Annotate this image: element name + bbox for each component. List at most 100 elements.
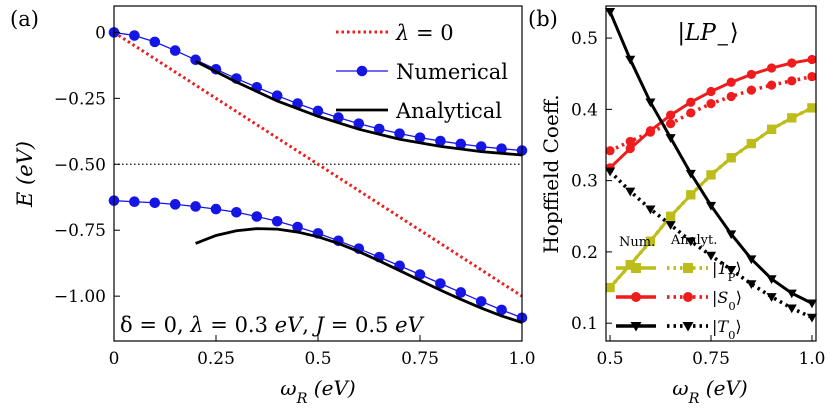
x-tick-label: 0.75	[692, 349, 730, 369]
data-point	[353, 118, 365, 129]
legend-label-0-part: λ	[395, 21, 409, 45]
data-point	[726, 153, 736, 163]
y-tick-label: −1.00	[54, 287, 106, 307]
legend-ket-0-part: 1	[717, 259, 727, 278]
legend-header-num: Num.	[619, 235, 655, 250]
x-tick-label: 0.75	[401, 349, 439, 369]
data-point	[414, 269, 426, 280]
data-point	[746, 69, 756, 80]
legend-marker-analyt	[683, 292, 693, 302]
annotation-part: = 0.3	[204, 313, 275, 337]
legend-marker-num	[630, 322, 642, 332]
annotation-part: = 0.5	[324, 313, 395, 337]
legend-header-analyt-part: Analyt.	[670, 233, 717, 248]
legend-ket-1-part: S	[717, 288, 728, 307]
data-point	[312, 105, 324, 117]
legend-ket-0-part: P	[728, 270, 736, 284]
annotation-part: eV	[395, 313, 424, 337]
legend-ket-1-part: ⟩	[736, 288, 742, 307]
data-point	[746, 138, 756, 149]
y-axis-label: Hopffield Coeff.	[539, 94, 563, 253]
chart-title-part: −	[716, 35, 730, 54]
data-point	[746, 280, 757, 290]
data-point	[807, 54, 817, 65]
legend-ket-2-part: ⟩	[735, 317, 741, 336]
data-point	[414, 132, 426, 143]
y-tick-label: 0.2	[571, 243, 598, 263]
legend-ket-0-part: ⟩	[735, 259, 741, 278]
x-axis-label-part: R	[296, 391, 308, 407]
data-point	[766, 80, 777, 90]
chart-title-part: LP	[684, 20, 716, 46]
panel-b: 0.5 0.75 1.00.10.20.30.40.5(b)|LP−⟩ωR (eV)…	[528, 5, 825, 407]
data-point	[766, 63, 777, 73]
annotation: δ = 0, λ = 0.3 eV, J = 0.5 eV	[120, 313, 424, 337]
x-axis-label-part: (eV)	[307, 376, 355, 400]
panel-label: (a)	[10, 7, 39, 31]
panel-a: 0 0.25 0.5 0.75 1.0 0 −0.25 −0.50 −0.75 −1.00 (a) ω…	[10, 5, 536, 407]
annotation-part: ,	[302, 313, 315, 337]
data-point	[807, 71, 817, 82]
data-point	[686, 190, 696, 200]
legend-ket-2-part: |	[712, 317, 717, 336]
legend-label-1: Numerical	[396, 60, 508, 84]
data-point	[787, 76, 797, 86]
annotation-part: δ = 0,	[120, 313, 190, 337]
data-point	[455, 138, 467, 150]
annotation-part: eV	[275, 313, 304, 337]
data-point	[645, 127, 656, 137]
legend-header-num-part: Num.	[619, 235, 655, 250]
x-tick-label: 0.5	[597, 349, 624, 369]
data-point	[604, 167, 616, 177]
data-point	[706, 170, 716, 180]
data-point	[685, 169, 696, 179]
data-point	[373, 123, 385, 135]
legend-label-2: Analytical	[395, 99, 502, 123]
legend-marker	[356, 65, 368, 77]
data-point	[190, 201, 201, 212]
y-axis-label-part: (eV)	[13, 141, 37, 185]
y-tick-label: 0	[95, 23, 106, 43]
data-point	[604, 8, 616, 17]
y-tick-label: −0.50	[54, 155, 106, 175]
y-tick-label: −0.25	[54, 89, 106, 109]
x-tick-label: 1.0	[508, 349, 535, 369]
x-axis-label-part: (eV)	[699, 376, 747, 400]
series-line-2	[609, 57, 813, 169]
data-point	[686, 97, 696, 107]
data-point	[766, 293, 777, 302]
data-point	[625, 143, 635, 154]
annotation-part: J	[312, 313, 326, 337]
legend-label-0-part: = 0	[409, 21, 453, 45]
data-point	[645, 205, 656, 215]
x-axis-label-part: ω	[672, 376, 688, 400]
data-point	[496, 143, 507, 155]
data-point	[394, 128, 405, 139]
data-point	[666, 110, 676, 120]
data-point	[787, 113, 797, 123]
y-tick-label: 0.3	[571, 172, 598, 192]
data-point	[129, 196, 140, 208]
annotation-part: λ	[189, 313, 203, 337]
y-tick-label: −0.75	[54, 221, 106, 241]
x-tick-label: 0.5	[304, 349, 331, 369]
data-point	[210, 203, 222, 215]
data-point	[766, 124, 777, 134]
data-point	[625, 260, 635, 270]
series-line-0	[113, 31, 523, 298]
data-point	[435, 135, 446, 147]
data-point	[271, 215, 283, 227]
legend-marker-analyt	[683, 263, 693, 273]
data-point	[333, 112, 344, 123]
data-point	[625, 136, 635, 147]
legend-ket-2: |T0⟩	[712, 317, 742, 342]
x-axis-label-part: ω	[280, 376, 296, 400]
data-point	[766, 275, 777, 285]
data-point	[706, 86, 716, 97]
legend-ket-1-part: |	[712, 288, 717, 307]
legend-marker-num	[631, 263, 641, 273]
data-point	[475, 296, 487, 307]
legend-ket-1-part: 0	[728, 299, 735, 313]
data-point	[605, 146, 615, 156]
data-point	[726, 230, 737, 240]
